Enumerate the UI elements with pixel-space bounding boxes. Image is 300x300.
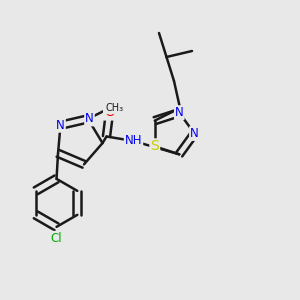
Text: N: N [85, 112, 94, 125]
Text: O: O [104, 106, 115, 119]
Text: N: N [190, 127, 199, 140]
Text: S: S [150, 140, 159, 153]
Text: N: N [56, 119, 65, 132]
Text: CH₃: CH₃ [105, 103, 123, 113]
Text: NH: NH [125, 134, 142, 148]
Text: N: N [175, 106, 184, 119]
Text: Cl: Cl [51, 232, 62, 245]
